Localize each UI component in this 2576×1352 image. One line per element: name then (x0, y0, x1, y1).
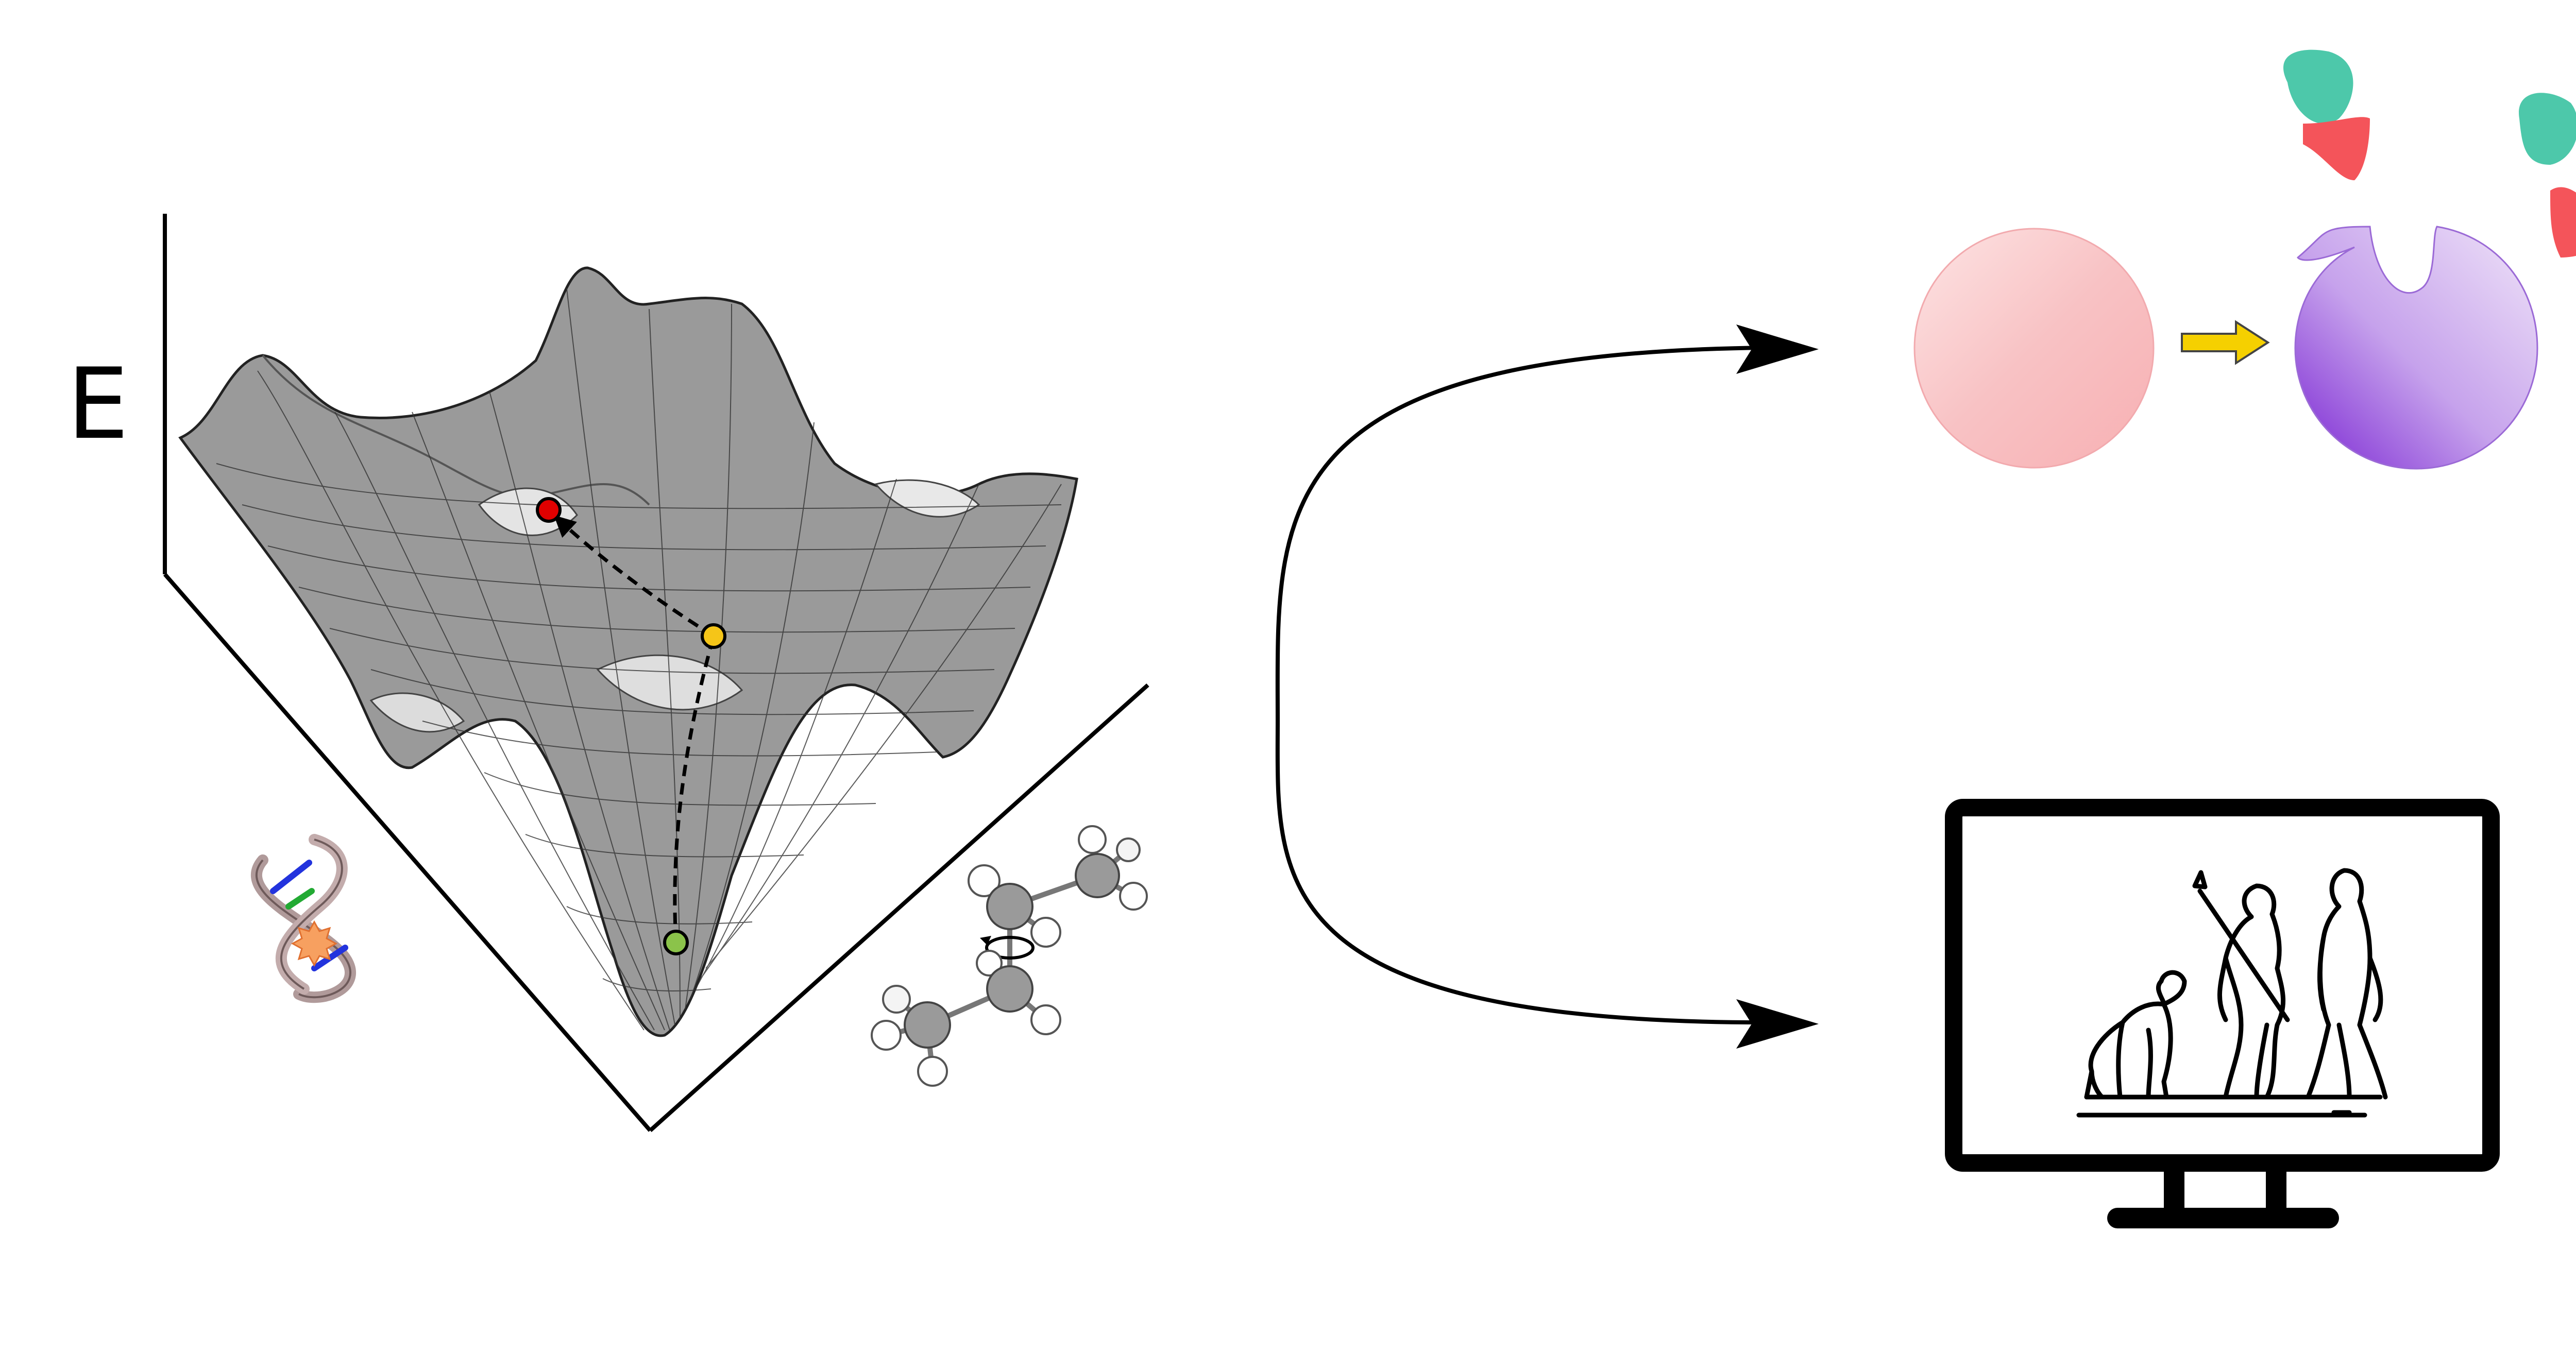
evolution-monitor-icon (1945, 799, 2500, 1228)
energy-landscape-surface-icon (178, 266, 1078, 1037)
arrow-to-cell-transition (1275, 346, 1778, 722)
surface-mesh (216, 288, 1062, 1031)
particle-red-2 (2550, 187, 2576, 258)
evolution-figures (2076, 868, 2388, 1118)
path-segment-saddle-to-end (553, 515, 715, 638)
reaction-path (536, 497, 726, 955)
energy-axis-label: E (67, 347, 129, 461)
initial-cell (1913, 228, 2155, 469)
path-end-point (536, 497, 562, 523)
energy-axis-left-floor (163, 573, 652, 1132)
altered-cell (2294, 226, 2538, 470)
dna-damage-icon (251, 834, 356, 1003)
arrow-to-monitor (1275, 721, 1778, 1025)
particle-red-1 (2303, 117, 2370, 180)
particle-teal-1 (2283, 49, 2353, 124)
path-start-point (663, 930, 689, 955)
energy-landscape: E (67, 214, 1149, 1132)
arrow-to-monitor-head (1736, 999, 1819, 1049)
arrow-to-cell-transition-head (1736, 324, 1819, 374)
monitor-neck-left (2164, 1169, 2184, 1213)
transition-arrow (2181, 320, 2270, 365)
surface-body (178, 266, 1078, 1037)
branching-arrows (1275, 324, 1819, 1049)
particle-teal-2 (2519, 93, 2576, 165)
cell-state-change-icon (1913, 49, 2576, 470)
surface-light-patch-2 (874, 479, 980, 518)
monitor-stand (2107, 1208, 2339, 1228)
ethane-rotation-molecule-icon (871, 825, 1148, 1087)
surface-ridge-back (262, 354, 650, 506)
monitor-neck-right (2266, 1169, 2286, 1213)
energy-axis-right-floor (649, 683, 1149, 1132)
path-saddle-point (701, 623, 726, 649)
